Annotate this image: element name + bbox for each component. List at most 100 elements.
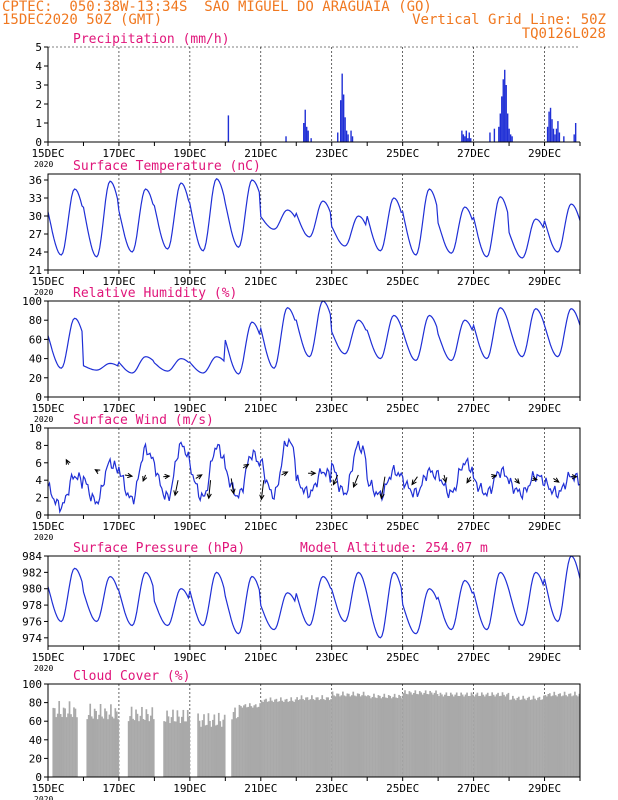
precip-ytick-label: 5 [35,41,42,54]
cloud-bar [144,720,146,777]
cloud-bar [356,693,359,777]
cloud-bar [475,694,477,777]
cloud-bar [203,714,205,777]
cloud-bar [285,698,288,777]
cloud-bar [398,694,400,777]
cloud-bar [479,695,482,777]
cloud-bar [557,693,560,777]
wind-ytick-label: 6 [35,457,42,470]
cloud-bar [441,694,443,777]
cloud-bar [489,695,492,777]
wind-arrow-head [310,470,317,476]
cloud-bar [148,721,151,777]
wind-arrow [411,476,418,485]
cloud-bar [197,713,199,777]
cloud-bar [390,698,393,777]
precip-bar [558,132,561,142]
cloud-bar [463,696,465,777]
wind-xtick-label: 25DEC [386,520,419,533]
cloud-bar [506,694,508,777]
wind-arrow [208,480,212,499]
rh-xtick-label: 17DEC [102,402,135,415]
precip-bar [557,121,559,142]
cloud-bar [427,694,430,777]
cloud-bar [337,693,340,777]
cloud-bar [254,704,257,777]
precip-bar [573,134,575,142]
pressure-xtick-label: 17DEC [102,651,135,664]
cloud-bar [186,710,189,777]
cloud-bar [483,696,486,777]
cloud-bar [62,707,65,777]
precip-bar [505,85,507,142]
cloud-bar [315,697,318,777]
cloud-bar [436,694,439,777]
cloud-bar [413,693,415,777]
temp-xtick-label: 25DEC [386,275,419,288]
precip-bar [509,134,512,142]
cloud-bar [214,725,217,777]
wind-ytick-label: 2 [35,492,42,505]
cloud-bar [176,710,179,777]
rh-ytick-label: 100 [22,295,42,308]
precip-xtick-label: 29DEC [528,147,561,160]
wind-xtick-label: 23DEC [315,520,348,533]
wind-xtick-label: 21DEC [244,520,277,533]
wind-arrow-head [127,472,134,479]
pressure-xtick-label: 19DEC [173,651,206,664]
cloud-bar [183,721,186,777]
cloud-bar [56,713,59,777]
cloud-bar [172,709,174,777]
precip-bar [350,130,352,142]
cloud-bar [149,715,152,777]
cloud-bar [296,697,298,777]
precip-bar [499,113,501,142]
cloud-title: Cloud Cover (%) [73,669,190,684]
cloud-bar [308,700,310,777]
cloud-bar [371,696,374,777]
cloud-bar [247,706,250,777]
cloud-bar [361,695,363,777]
cloud-bar [444,694,446,777]
cloud-bar [424,690,427,777]
cloud-bar [175,721,177,777]
cloud-bar [519,699,522,777]
wind-arrow [174,480,179,496]
cloud-bar [284,699,287,777]
cloud-bar [575,695,578,777]
precip-bar [344,117,346,142]
temp-ytick-label: 30 [29,210,42,223]
cloud-bar [373,693,375,777]
cloud-bar [108,714,111,777]
wind-series-line [47,437,581,514]
wind-arrow [443,474,447,483]
cloud-bar [281,700,284,777]
wind-xtick-label: 27DEC [457,520,490,533]
cloud-bar [488,696,491,777]
cloud-bar [219,721,222,777]
cloud-bar [514,700,517,777]
cloud-bar [237,717,239,777]
cloud-bar [345,696,347,777]
precip-bar [465,130,468,142]
cloud-bar [498,696,501,777]
cloud-xtick-label: 21DEC [244,782,277,795]
temp-xtick-label: 29DEC [528,275,561,288]
cloud-bar [367,695,369,777]
cloud-bar [319,699,322,777]
cloud-bar [287,701,290,777]
cloud-bar [473,696,476,777]
cloud-bar [445,692,448,777]
cloud-xtick-label: 15DEC [31,782,64,795]
cloud-bar [278,701,281,777]
cloud-bar [74,708,77,777]
cloud-bar [347,693,350,777]
cloud-bar [185,721,188,777]
cloud-bar [399,696,402,777]
cloud-bar [274,699,276,777]
cloud-bar [529,699,532,777]
precip-bar [337,132,339,142]
wind-ytick-label: 10 [29,422,42,435]
cloud-bar [52,707,55,777]
cloud-bar [268,701,270,777]
